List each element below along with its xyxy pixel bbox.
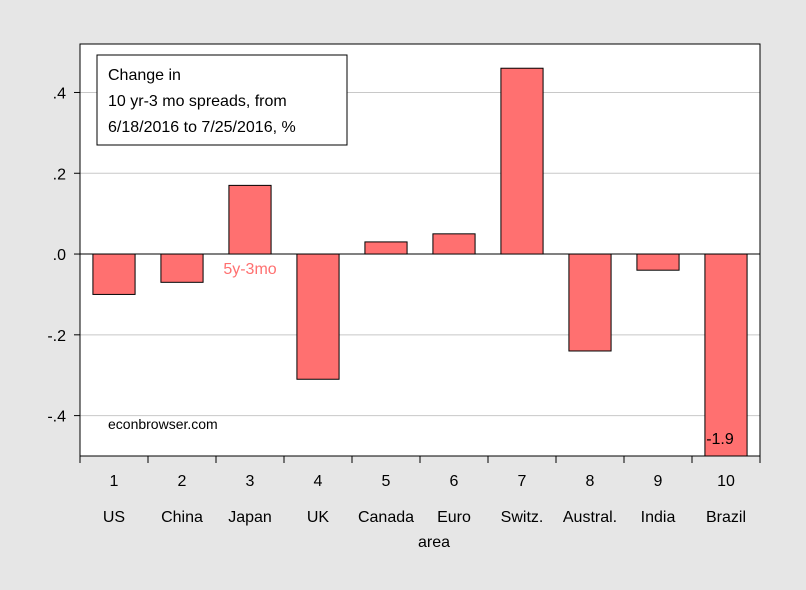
category-label-5: Canada [358,509,414,526]
category-label-1: US [103,509,125,526]
title-line-1: Change in [108,67,181,84]
category-number-4: 4 [314,473,323,490]
y-tick-label-0: -.4 [47,409,66,426]
bar-india [636,253,680,271]
annotation-brazil-value: -1.9 [706,431,734,448]
category-number-8: 8 [586,473,595,490]
category-label-3: Japan [228,509,272,526]
category-label-2: China [161,509,203,526]
bar-brazil [704,253,748,457]
x-axis-label: area [418,534,450,551]
category-label-4: UK [307,509,330,526]
bar-japan [228,184,272,255]
category-number-5: 5 [382,473,391,490]
bar-euro [432,233,476,255]
category-number-7: 7 [518,473,527,490]
category-number-1: 1 [110,473,119,490]
bar-us [92,253,136,295]
watermark: econbrowser.com [108,416,218,432]
category-number-9: 9 [654,473,663,490]
annotation-5y-3mo: 5y-3mo [223,261,276,278]
category-number-10: 10 [717,473,735,490]
category-number-6: 6 [450,473,459,490]
category-label-6: Euro [437,509,471,526]
category-label-8: Austral. [563,509,617,526]
y-tick-label-4: .4 [53,85,66,102]
y-axis: -.4 -.2 .0 .2 .4 [47,85,80,426]
category-number-3: 3 [246,473,255,490]
y-tick-label-1: -.2 [47,328,66,345]
x-axis: 1 US 2 China 3 Japan 4 UK 5 Canada 6 Euro 7 Switz. 8 Au… [79,456,761,526]
bar-uk [296,253,340,380]
category-label-9: India [641,509,676,526]
y-tick-label-3: .2 [53,166,66,183]
category-label-10: Brazil [706,509,746,526]
category-number-2: 2 [178,473,187,490]
bars [92,67,748,457]
legend-box: Change in 10 yr-3 mo spreads, from 6/18/… [96,54,348,146]
title-line-3: 6/18/2016 to 7/25/2016, % [108,119,296,136]
bar-switz [500,67,544,255]
bar-austral [568,253,612,352]
bar-china [160,253,204,283]
category-label-7: Switz. [501,509,544,526]
title-line-2: 10 yr-3 mo spreads, from [108,93,287,110]
y-tick-label-2: .0 [53,247,66,264]
bar-canada [364,241,408,255]
